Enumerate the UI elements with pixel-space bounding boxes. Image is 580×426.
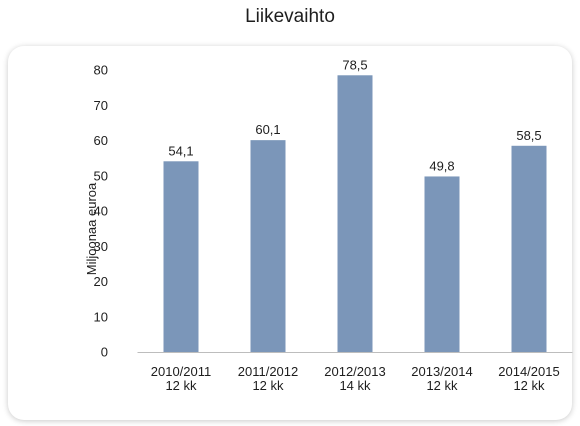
y-tick-label: 30	[94, 239, 108, 254]
y-axis-ticks: 0 10 20 30 40 50 60 70 80	[94, 63, 108, 360]
y-tick-label: 70	[94, 98, 108, 113]
bar-value-label: 78,5	[342, 57, 367, 72]
bar	[424, 176, 460, 352]
bar-value-label: 49,8	[429, 158, 454, 173]
x-axis-ticks: 2010/2011 12 kk 2011/2012 12 kk 2012/2013 14 …	[151, 364, 560, 393]
chart-card	[8, 46, 572, 420]
y-axis-title: Miljoonaa euroa	[84, 182, 99, 275]
y-tick-label: 10	[94, 309, 108, 324]
y-tick-label: 40	[94, 204, 108, 219]
x-tick-label: 2014/2015 12 kk	[498, 364, 559, 393]
x-tick-label: 2011/2012 12 kk	[238, 364, 299, 393]
bar	[250, 140, 286, 352]
y-tick-label: 0	[101, 345, 108, 360]
chart-title: Liikevaihto	[245, 6, 335, 27]
x-tick-label: 2012/2013 14 kk	[324, 364, 385, 393]
data-labels-group: 54,1 60,1 78,5 49,8 58,5	[168, 57, 541, 173]
y-tick-label: 20	[94, 274, 108, 289]
bar-value-label: 58,5	[516, 128, 541, 143]
x-tick-label: 2013/2014 12 kk	[411, 364, 472, 393]
y-tick-label: 60	[94, 133, 108, 148]
bar	[511, 145, 547, 352]
x-tick-label: 2010/2011 12 kk	[151, 364, 212, 393]
bar	[163, 161, 199, 352]
bars-group	[163, 75, 547, 352]
bar-value-label: 54,1	[168, 143, 193, 158]
y-tick-label: 50	[94, 168, 108, 183]
y-tick-label: 80	[94, 63, 108, 78]
bar-value-label: 60,1	[255, 122, 280, 137]
bar	[337, 75, 373, 352]
